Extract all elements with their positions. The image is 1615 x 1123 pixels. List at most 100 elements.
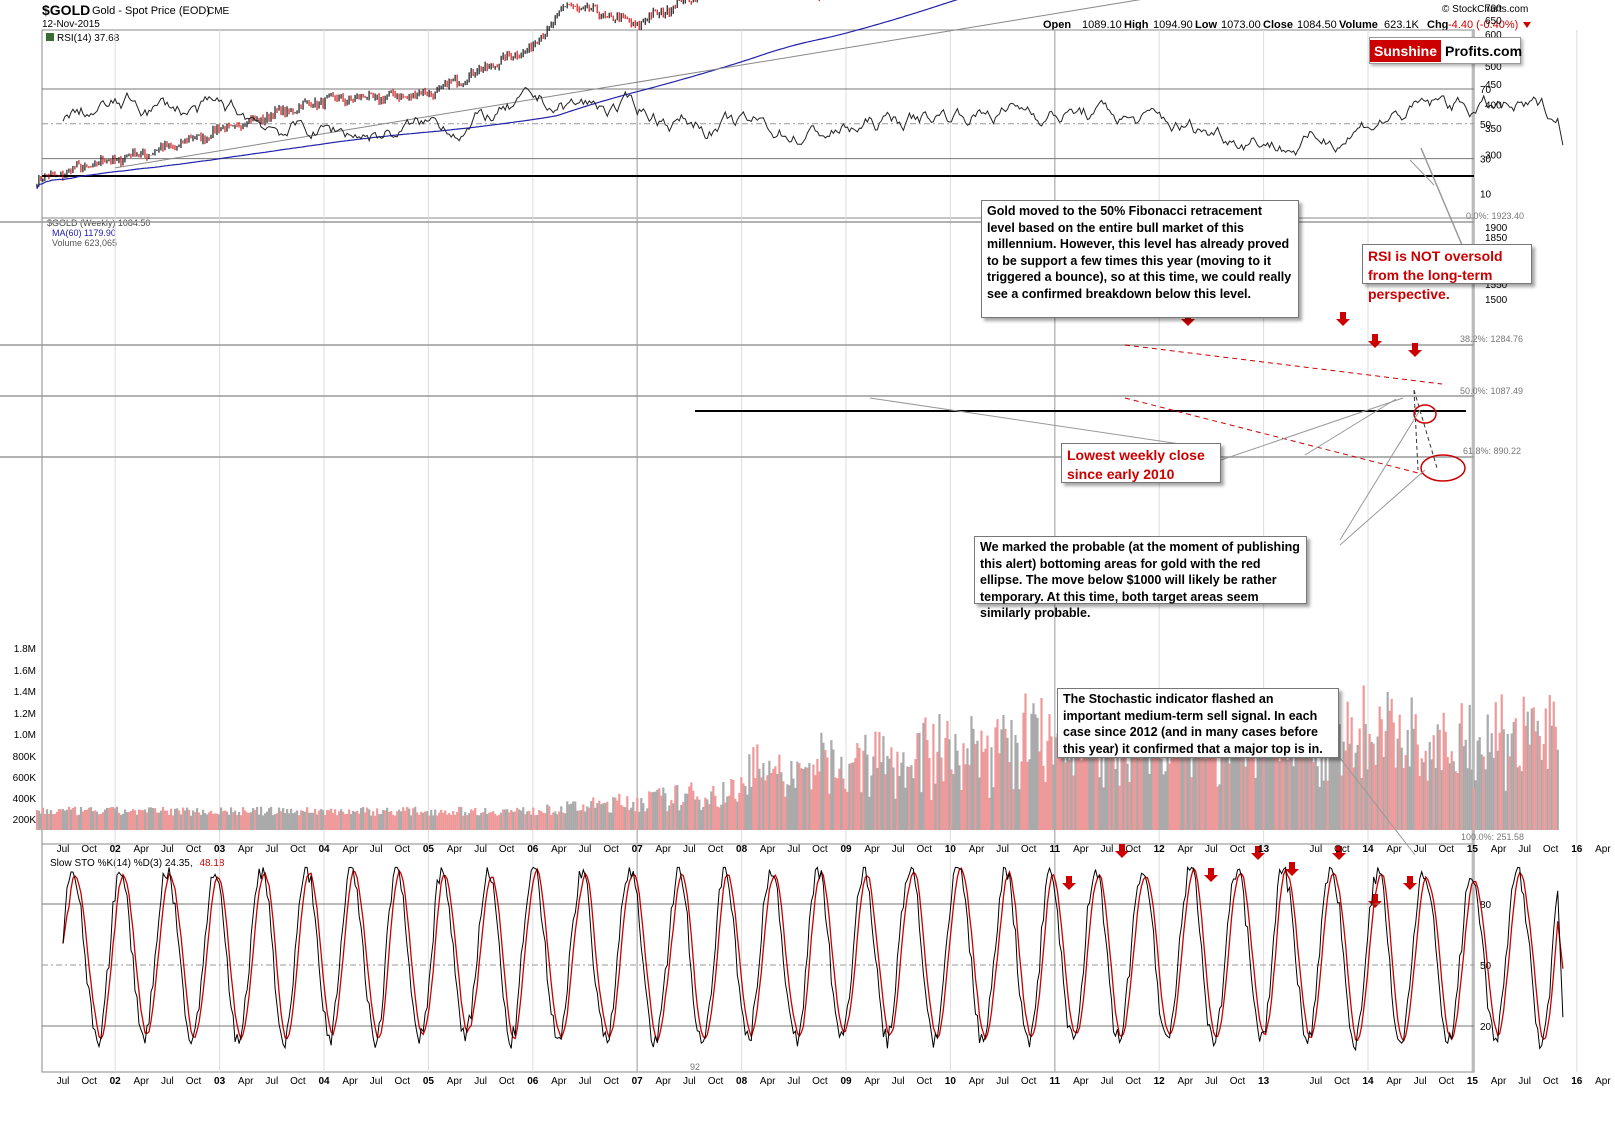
volume-bar: [1486, 714, 1489, 830]
chart-dynamic-layer: 9070503010190018501550150014001350130012…: [0, 0, 1611, 1087]
volume-bar: [1108, 694, 1111, 830]
x-axis-label: Apr: [134, 1076, 150, 1087]
volume-bar: [980, 730, 983, 830]
x-axis-label-mid: Apr: [1386, 844, 1402, 855]
volume-bar: [1256, 716, 1259, 830]
volume-bar: [660, 795, 663, 830]
volume-bar: [1536, 720, 1539, 830]
volume-bar: [139, 810, 143, 830]
volume-bar: [894, 798, 897, 830]
volume-bar: [1110, 757, 1113, 830]
volume-bar: [456, 811, 459, 830]
volume-bar: [674, 785, 677, 830]
volume-bar: [692, 790, 695, 830]
sto-d-line: [62, 867, 1564, 1044]
volume-bar: [1026, 761, 1029, 830]
down-triangle-icon: [1523, 22, 1531, 28]
volume-bar: [772, 768, 775, 830]
volume-bar: [197, 812, 201, 830]
volume-bar: [1458, 723, 1461, 830]
volume-bar: [1222, 722, 1225, 830]
volume-tick-label: 200K: [13, 815, 37, 826]
volume-bar: [1324, 726, 1327, 830]
volume-bar: [376, 808, 379, 830]
volume-bar: [956, 750, 959, 830]
volume-bar: [1482, 756, 1485, 830]
volume-bar: [504, 809, 507, 830]
volume-bar: [606, 801, 609, 830]
volume-bar: [1402, 767, 1405, 830]
volume-bar: [426, 811, 429, 830]
x-axis-label: Jul: [474, 1076, 487, 1087]
volume-bar: [720, 804, 723, 830]
volume-bar: [246, 812, 249, 830]
volume-bar: [888, 758, 891, 830]
x-axis-label: 12: [1154, 1076, 1166, 1087]
volume-bar: [628, 809, 631, 830]
red-channel-upper: [1124, 344, 1443, 385]
volume-bar: [59, 809, 63, 830]
volume-bar: [994, 727, 997, 830]
volume-bar: [195, 808, 199, 830]
volume-bar: [570, 803, 573, 830]
volume-bar: [97, 814, 101, 830]
volume-bar: [133, 810, 137, 830]
volume-bar: [474, 807, 477, 830]
volume-bar: [552, 812, 555, 830]
volume-bar: [876, 768, 879, 830]
volume-bar: [886, 755, 889, 830]
volume-bar: [764, 780, 767, 830]
x-axis-label-mid: 12: [1154, 844, 1166, 855]
volume-bar: [986, 735, 989, 830]
volume-bar: [1498, 732, 1501, 830]
x-axis-label-mid: 15: [1467, 844, 1479, 855]
volume-bar: [780, 772, 783, 830]
volume-bar: [1272, 733, 1275, 830]
volume-bar: [800, 768, 803, 830]
volume-bar: [1160, 758, 1163, 830]
volume-bar: [217, 814, 221, 830]
volume-bar: [1146, 711, 1149, 830]
volume-bar: [1254, 777, 1257, 830]
volume-bar: [968, 764, 971, 830]
volume-bar: [494, 813, 497, 830]
volume-bar: [121, 813, 125, 830]
volume-bar: [982, 751, 985, 830]
volume-bar: [530, 814, 533, 830]
volume-bar: [286, 809, 289, 830]
price-legend: $GOLD (Weekly) 1084.50: [47, 218, 150, 228]
volume-bar: [342, 811, 345, 830]
volume-bar: [444, 810, 447, 830]
volume-bar: [43, 814, 47, 830]
volume-bar: [432, 815, 435, 830]
x-axis-label: Jul: [161, 1076, 174, 1087]
volume-bar: [47, 813, 51, 830]
volume-bar: [1502, 729, 1505, 830]
red-down-arrow-icon: [1368, 334, 1382, 348]
volume-bar: [256, 806, 259, 830]
x-axis-label-mid: Apr: [656, 844, 672, 855]
volume-bar: [554, 811, 557, 830]
volume-bar: [600, 804, 603, 830]
volume-bar: [806, 767, 809, 830]
arrow-shaft: [1119, 844, 1125, 851]
x-axis-label-mid: 09: [840, 844, 852, 855]
volume-bar: [109, 807, 113, 830]
volume-bar: [1374, 764, 1377, 830]
volume-bar: [1132, 720, 1135, 830]
volume-bar: [1556, 749, 1559, 830]
volume-bar: [1440, 770, 1443, 830]
volume-bar: [1540, 759, 1543, 830]
volume-bar: [1468, 704, 1471, 830]
volume-bar: [61, 809, 65, 830]
sto-tick-label: 20: [1480, 1022, 1492, 1033]
price-tick-label: 600: [1485, 30, 1502, 41]
volume-bar: [69, 809, 73, 830]
volume-bar: [508, 812, 511, 830]
volume-bar: [1500, 694, 1503, 830]
volume-bar: [1148, 773, 1151, 830]
x-axis-label-mid: 14: [1362, 844, 1374, 855]
volume-bar: [276, 813, 279, 830]
x-axis-label-mid: Jul: [892, 844, 905, 855]
volume-bar: [564, 813, 567, 830]
